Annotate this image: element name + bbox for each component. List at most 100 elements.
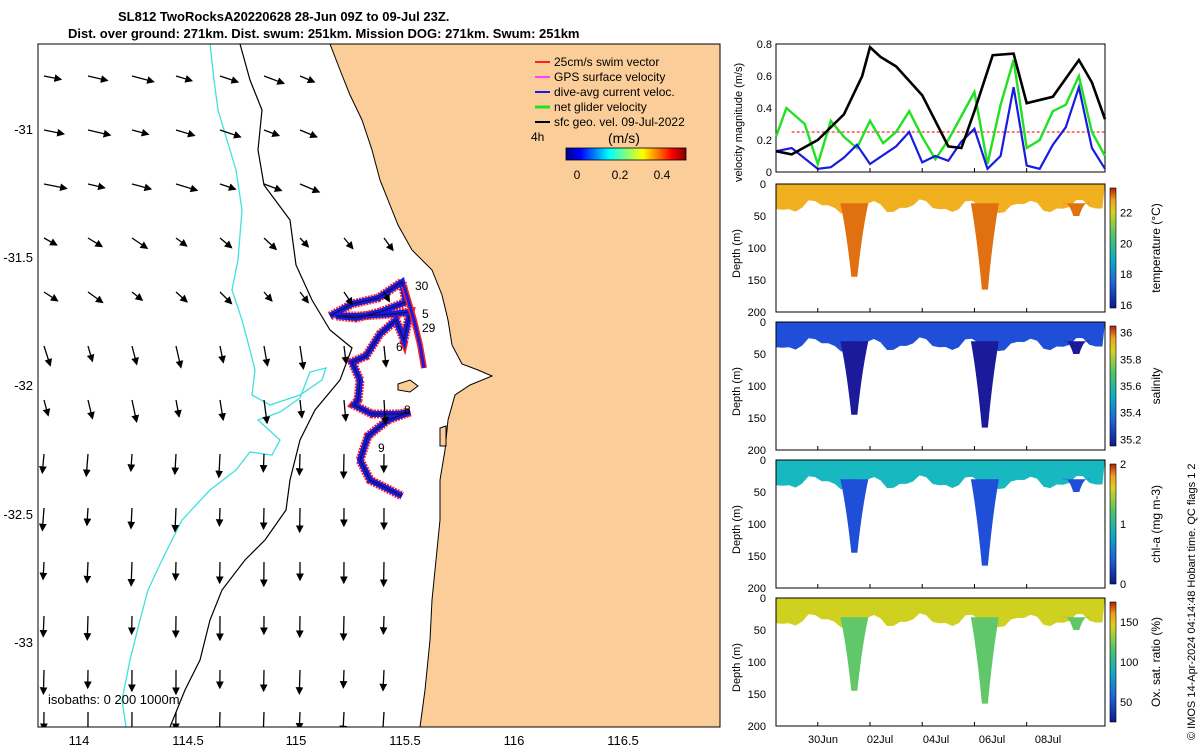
velocity-arrow [219, 291, 233, 305]
velocity-panel: 0 0.2 0.4 0.6 0.8 velocity magnitude (m/… [733, 39, 1107, 182]
velocity-arrow [43, 291, 59, 302]
velocity-arrow [299, 291, 309, 304]
velocity-arrow [175, 129, 196, 138]
oxygen-ytick: 50 [754, 625, 766, 637]
velocity-arrow [83, 507, 92, 527]
vel-ytick-0: 0 [766, 167, 772, 179]
salinity-ytick: 150 [748, 413, 766, 425]
velocity-arrow [262, 711, 265, 727]
velocity-arrow [219, 75, 240, 84]
chlorophyll-colorbar-label: chl-a (mg m-3) [1149, 485, 1163, 563]
time-label-30jun: 30Jun [808, 734, 838, 746]
chlorophyll-plume [840, 479, 869, 553]
vel-ytick-0-4: 0.4 [757, 103, 772, 115]
temperature-colorbar-label: temperature (°C) [1149, 203, 1163, 293]
footer-credit: © IMOS 14-Apr-2024 04:14:48 Hobart time.… [1186, 463, 1198, 740]
legend-time-tag: 4h [531, 130, 544, 144]
velocity-arrow [131, 128, 150, 137]
salinity-axes-frame [775, 321, 1106, 451]
velocity-arrow [339, 711, 348, 727]
velocity-arrow [131, 345, 139, 366]
velocity-arrow [381, 399, 389, 426]
map-xtick-114-5: 114.5 [172, 733, 204, 748]
figure-title-line2: Dist. over ground: 271km. Dist. swum: 25… [68, 26, 580, 41]
velocity-arrow [295, 669, 304, 695]
vel-ytick-0-8: 0.8 [757, 39, 772, 51]
colorbar-tick-0: 0 [574, 168, 581, 182]
velocity-arrow [298, 345, 307, 371]
velocity-arrow [38, 507, 47, 532]
velocity-arrow [87, 182, 106, 191]
chlorophyll-ytick: 100 [748, 519, 766, 531]
glider-path [329, 281, 411, 497]
velocity-arrow [299, 183, 321, 194]
temperature-plume [1062, 202, 1091, 216]
velocity-arrow [215, 711, 224, 727]
velocity-arrow [43, 345, 53, 367]
salinity-ytick: 0 [760, 317, 766, 329]
land-mass [329, 44, 720, 727]
velocity-arrow [382, 291, 390, 303]
velocity-arrow [131, 183, 153, 192]
velocity-arrow [295, 453, 304, 477]
temperature-ytick: 150 [748, 275, 766, 287]
salinity-surface-layer [776, 322, 1105, 352]
chlorophyll-colorbar-tick: 0 [1120, 579, 1126, 591]
isobath-200 [169, 44, 353, 727]
chlorophyll-colorbar [1109, 463, 1117, 585]
temperature-ytick: 50 [754, 211, 766, 223]
velocity-yticks: 0 0.2 0.4 0.6 0.8 [757, 39, 772, 179]
oxygen-section: 0 50 100 150 200 Depth (m) 50 100 150 Ox. sat. ra… [731, 593, 1163, 733]
oxygen-plume [840, 617, 869, 691]
chlorophyll-colorbar-tick: 2 [1120, 459, 1126, 471]
velocity-arrow [262, 345, 271, 367]
chlorophyll-ylabel: Depth (m) [731, 505, 743, 554]
velocity-arrow [341, 399, 350, 422]
series-line-dive-avg-current-veloc- [775, 82, 1106, 171]
velocity-arrow [175, 75, 194, 83]
legend-net: net glider velocity [554, 100, 647, 114]
day-label-5: 5 [422, 307, 429, 321]
oxygen-plume [1062, 616, 1091, 630]
velocity-arrow [382, 711, 385, 727]
isobath-1000 [121, 44, 327, 727]
velocity-arrow [379, 615, 388, 636]
salinity-colorbar-label: salinity [1149, 368, 1163, 405]
chlorophyll-axes-frame [775, 459, 1106, 589]
oxygen-ytick: 150 [748, 689, 766, 701]
salinity-colorbar-tick: 35.2 [1120, 434, 1141, 446]
velocity-arrow [87, 237, 104, 248]
velocity-arrow [39, 669, 48, 696]
velocity-arrow [263, 291, 273, 302]
chlorophyll-plume [970, 479, 999, 566]
time-label-04jul: 04Jul [923, 734, 949, 746]
chlorophyll-ytick: 150 [748, 551, 766, 563]
salinity-colorbar-tick: 35.8 [1120, 354, 1141, 366]
chlorophyll-colorbar-tick: 1 [1120, 519, 1126, 531]
map-panel: 30 5 29 6 8 9 114 114.5 115 115.5 116 11… [3, 43, 721, 748]
map-frame [37, 43, 721, 728]
velocity-arrow [263, 75, 286, 85]
velocity-arrow [39, 561, 48, 581]
map-ytick-33: -33 [14, 635, 33, 650]
dive-avg-branch [402, 285, 426, 369]
glider-track-group [327, 274, 427, 501]
velocity-arrow [83, 561, 92, 584]
oxygen-colorbar-tick: 100 [1120, 657, 1138, 669]
salinity-colorbar [1109, 325, 1117, 447]
velocity-arrow [43, 74, 63, 82]
island [397, 379, 419, 393]
temperature-colorbar-tick: 16 [1120, 300, 1132, 312]
series-line-sfc-geo-vel- [775, 44, 1107, 156]
velocity-arrow [87, 75, 109, 83]
chlorophyll-ytick: 50 [754, 487, 766, 499]
velocity-arrow [131, 237, 149, 249]
salinity-colorbar-tick: 35.4 [1120, 408, 1141, 420]
time-axis: 30Jun 02Jul 04Jul 06Jul 08Jul [808, 734, 1061, 746]
salinity-ylabel: Depth (m) [731, 367, 743, 416]
map-ytick-31: -31 [14, 122, 33, 137]
velocity-arrow [215, 507, 224, 528]
sfc-geo-velocity-arrows [38, 74, 394, 727]
legend-dive: dive-avg current veloc. [554, 85, 675, 99]
